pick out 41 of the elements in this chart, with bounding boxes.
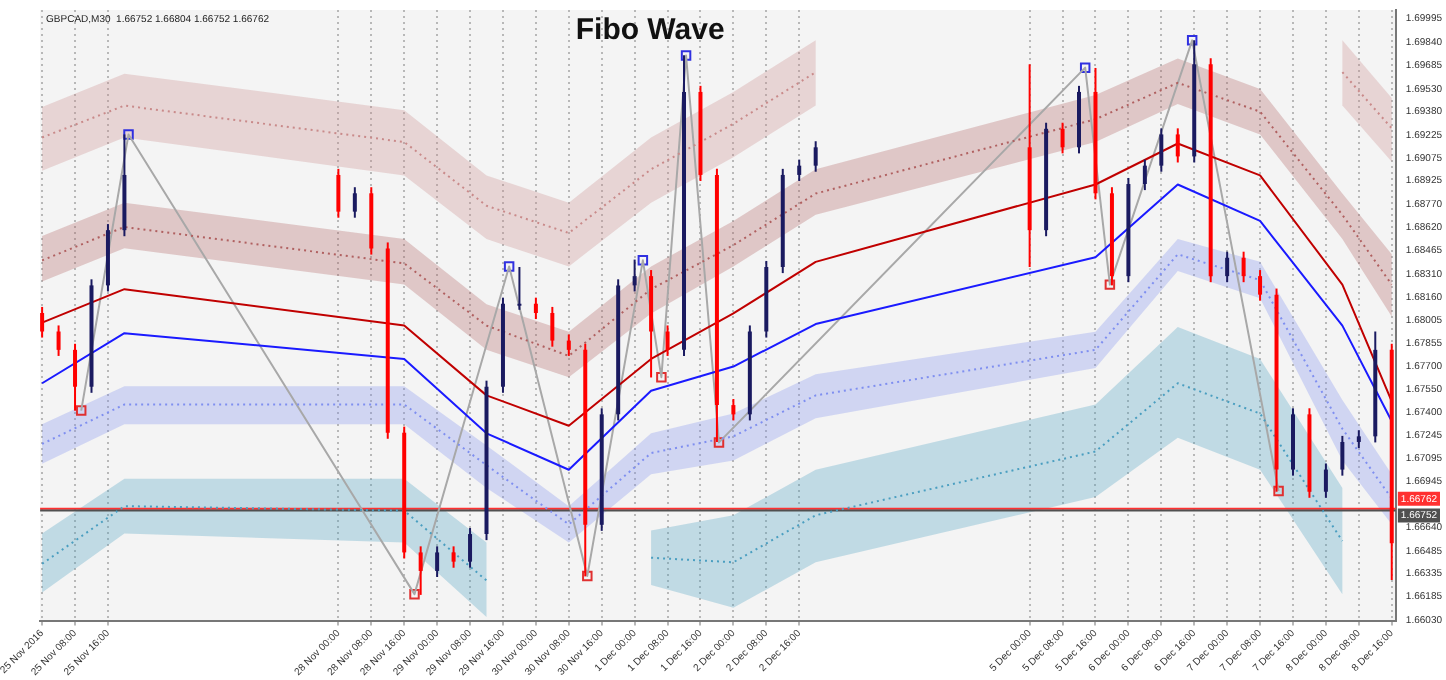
candlestick <box>1142 158 1147 192</box>
point <box>409 588 420 600</box>
candlestick <box>1175 127 1180 164</box>
candlestick <box>1225 250 1230 284</box>
point <box>503 261 515 272</box>
candlestick <box>550 305 555 348</box>
candlestick <box>73 342 78 412</box>
point <box>637 255 649 266</box>
point <box>1273 485 1284 497</box>
candlestick <box>731 398 736 422</box>
candlestick <box>665 324 670 357</box>
candlestick <box>517 266 522 311</box>
candlestick <box>468 526 473 569</box>
candlestick <box>1241 250 1246 284</box>
candlestick <box>1159 127 1164 173</box>
point <box>1079 62 1091 73</box>
candlestick <box>1340 434 1345 477</box>
point <box>123 129 134 140</box>
candlestick <box>1323 462 1328 499</box>
candlestick <box>40 305 45 339</box>
point <box>75 405 87 416</box>
candlestick <box>435 545 440 578</box>
point <box>1104 279 1116 290</box>
point <box>582 570 593 582</box>
candlestick <box>56 324 61 357</box>
candlestick <box>797 158 802 182</box>
candlestick <box>336 167 341 219</box>
candlestick <box>418 545 423 596</box>
point <box>713 437 725 448</box>
candlestick <box>1060 121 1065 155</box>
point <box>1186 35 1198 46</box>
candlestick <box>566 333 571 357</box>
candlestick <box>533 296 538 321</box>
point <box>680 50 692 61</box>
candlestick <box>813 140 818 173</box>
point <box>656 371 667 383</box>
chart-title: Fibo Wave <box>575 13 725 48</box>
candlestick <box>352 186 357 219</box>
candlestick <box>451 545 456 569</box>
candlestick <box>632 258 637 293</box>
candlestick <box>1258 269 1263 302</box>
